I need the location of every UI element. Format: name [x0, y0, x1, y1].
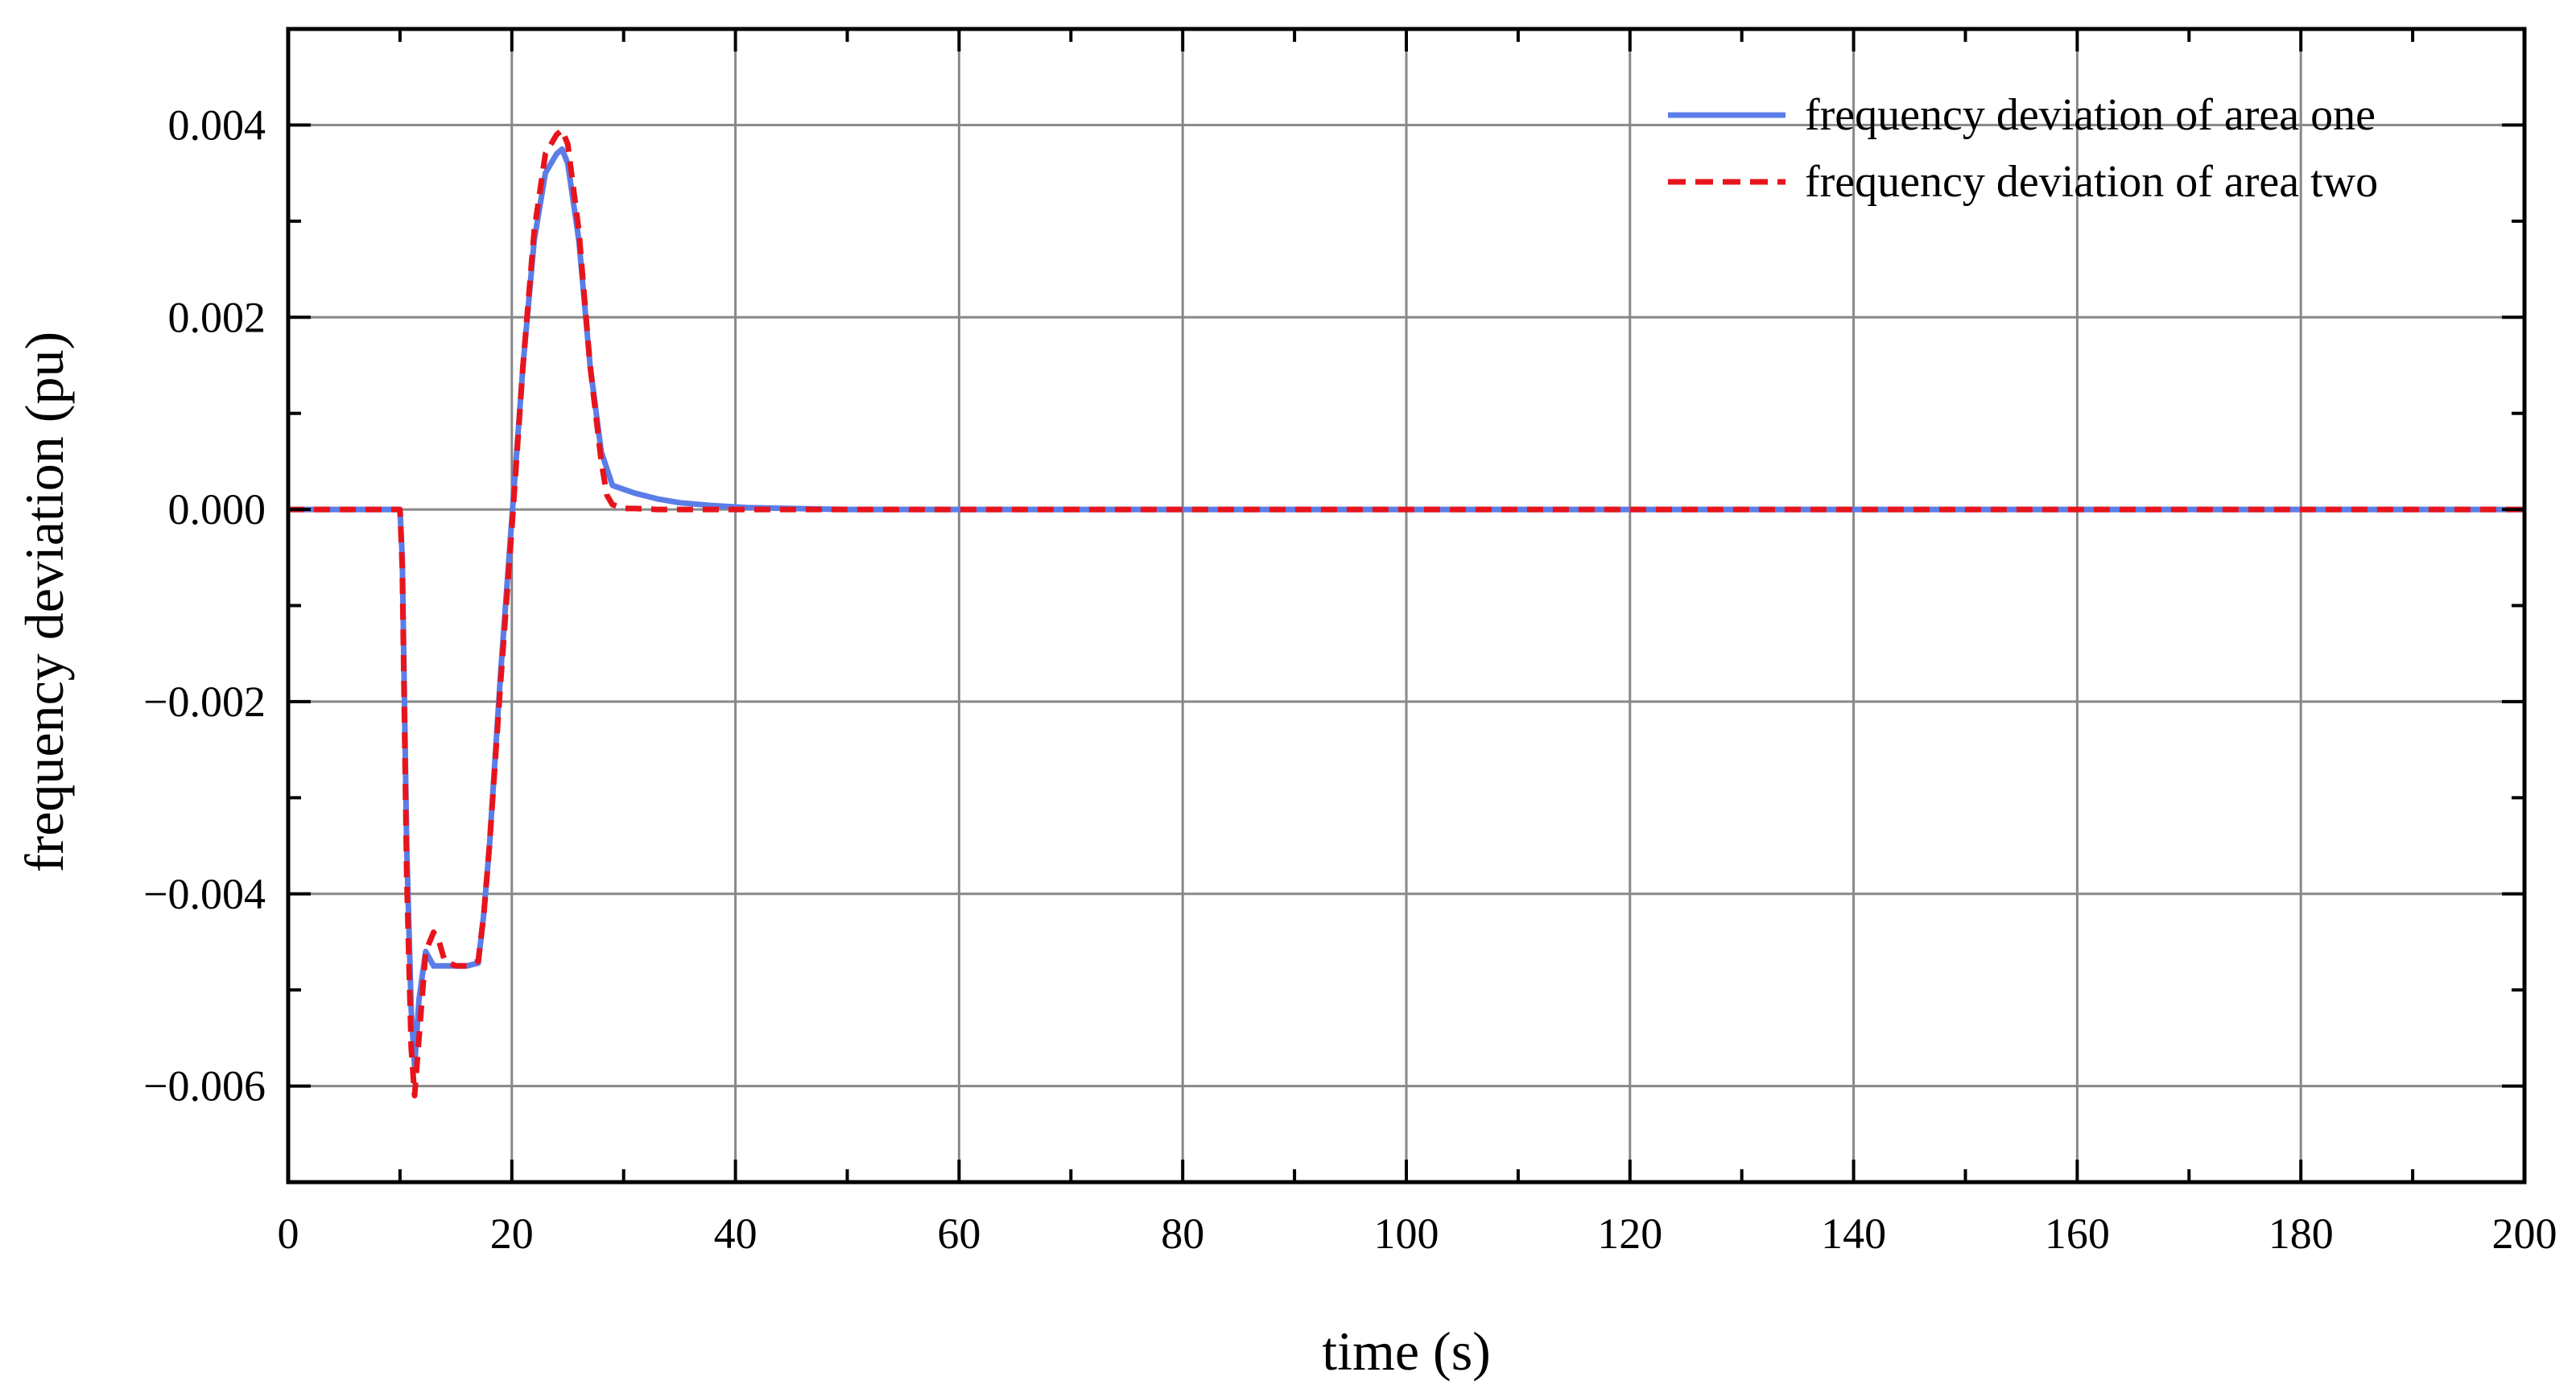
series-line-2	[288, 126, 2524, 1098]
x-tick-label: 80	[1161, 1209, 1204, 1258]
x-tick-label: 20	[490, 1209, 534, 1258]
y-tick-label: −0.002	[143, 678, 266, 726]
series-line-1	[288, 146, 2524, 1070]
y-tick-label: 0.000	[168, 485, 266, 534]
grid-lines	[288, 29, 2524, 1182]
y-axis-title: frequency deviation (pu)	[14, 332, 75, 872]
legend-label-2: frequency deviation of area two	[1805, 157, 2378, 207]
x-tick-label: 0	[278, 1209, 299, 1258]
x-axis-title: time (s)	[1322, 1321, 1491, 1382]
x-tick-label: 140	[1821, 1209, 1886, 1258]
x-tick-label: 200	[2492, 1209, 2557, 1258]
tick-labels: 0 20 40 60 80 100 120 140 160 180 200 −0.006 −0.004 −…	[143, 101, 2557, 1258]
series-lines	[288, 126, 2524, 1098]
x-tick-label: 100	[1374, 1209, 1439, 1258]
x-tick-label: 60	[937, 1209, 980, 1258]
x-tick-label: 40	[714, 1209, 758, 1258]
y-tick-label: 0.004	[168, 101, 266, 149]
legend: frequency deviation of area one frequency…	[1668, 90, 2378, 207]
x-tick-label: 120	[1597, 1209, 1662, 1258]
y-tick-label: −0.006	[143, 1062, 266, 1111]
x-tick-label: 160	[2045, 1209, 2110, 1258]
x-tick-label: 180	[2268, 1209, 2334, 1258]
y-tick-label: −0.004	[143, 870, 266, 918]
y-tick-label: 0.002	[168, 293, 266, 341]
axis-ticks	[287, 27, 2526, 1184]
legend-label-1: frequency deviation of area one	[1805, 90, 2376, 140]
